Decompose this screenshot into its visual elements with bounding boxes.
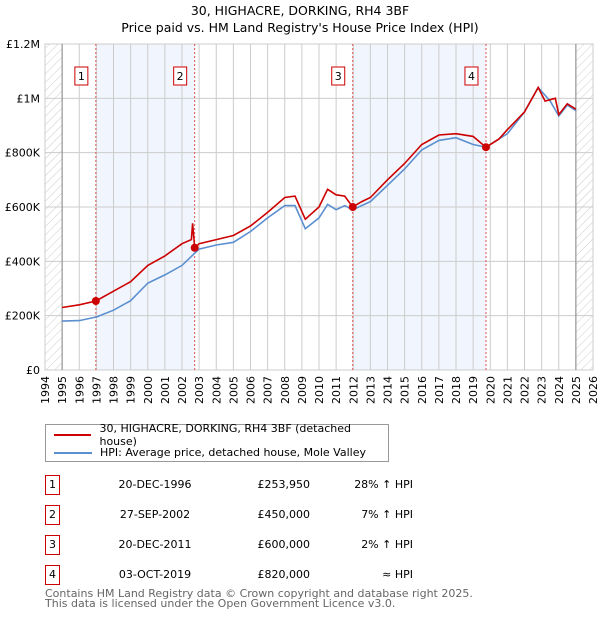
x-tick-label: 2023 (536, 376, 549, 404)
x-tick-label: 2009 (296, 376, 309, 404)
x-tick-label: 2007 (262, 376, 275, 404)
x-tick-label: 2004 (210, 376, 223, 404)
x-tick-label: 2025 (570, 376, 583, 404)
copyright-text: Contains HM Land Registry data © Crown c… (45, 587, 473, 600)
date: 03-OCT-2019 (118, 568, 192, 581)
date: 27-SEP-2002 (119, 508, 191, 521)
y-tick-label: £1.2M (6, 38, 40, 51)
marker-badge (173, 66, 188, 86)
x-tick-label: 2001 (159, 376, 172, 404)
legend-swatch-red (54, 433, 92, 436)
x-tick-label: 1997 (90, 376, 103, 404)
marker-label: 4 (468, 70, 475, 83)
legend-swatch-blue (54, 451, 92, 454)
hpi-line (62, 86, 577, 322)
x-tick-label: 1996 (73, 376, 86, 404)
x-tick-label: 2002 (176, 376, 189, 404)
date: 20-DEC-2011 (118, 538, 192, 551)
price-chart: 1 2 3 4 1994 1995 1996 1997 1998 1999 2000 2001 2002… (5, 38, 600, 404)
date: 20-DEC-1996 (118, 478, 192, 491)
x-tick-label: 2008 (279, 376, 292, 404)
chart-title: 30, HIGHACRE, DORKING, RH4 3BF Price pai… (0, 2, 600, 36)
x-tick-label: 1994 (39, 376, 52, 404)
y-tick-label: £0 (26, 364, 40, 377)
y-tick-label: £1M (17, 92, 41, 105)
marker-badge: 3 (45, 535, 60, 555)
marker-badge: 2 (45, 505, 60, 525)
price: £253,950 (257, 478, 311, 491)
sale-point (190, 243, 199, 252)
y-tick-label: £800K (5, 147, 41, 160)
marker-label: 2 (177, 70, 184, 83)
x-tick-label: 1998 (108, 376, 121, 404)
x-tick-label: 2003 (193, 376, 206, 404)
hpi-comparison: 28% ↑ HPI (354, 478, 413, 491)
hpi-comparison: ≈ HPI (382, 568, 413, 581)
x-tick-label: 2006 (245, 376, 258, 404)
y-tick-label: £600K (5, 201, 41, 214)
legend-item-hpi: HPI: Average price, detached house, Mole… (46, 444, 388, 461)
x-tick-label: 2014 (382, 376, 395, 404)
price: £450,000 (257, 508, 311, 521)
x-tick-label: 2016 (416, 376, 429, 404)
marker-badge: 4 (45, 565, 60, 585)
legend: 30, HIGHACRE, DORKING, RH4 3BF (detached… (45, 422, 389, 462)
x-tick-label: 2010 (313, 376, 326, 404)
x-tick-label: 2024 (553, 376, 566, 404)
marker-badge: 1 (45, 475, 60, 495)
price: £600,000 (257, 538, 311, 551)
sale-point (91, 297, 100, 306)
x-tick-label: 2021 (501, 376, 514, 404)
legend-label: HPI: Average price, detached house, Mole… (100, 446, 366, 459)
hpi-comparison: 2% ↑ HPI (361, 538, 413, 551)
x-tick-label: 2013 (364, 376, 377, 404)
subtitle: Price paid vs. HM Land Registry's House … (121, 20, 479, 35)
x-tick-label: 2005 (227, 376, 240, 404)
marker-badge (74, 66, 89, 86)
marker-label: 3 (335, 70, 342, 83)
marker-label: 1 (78, 70, 85, 83)
x-tick-label: 2019 (467, 376, 480, 404)
marker-badge (464, 66, 479, 86)
x-tick-label: 1995 (56, 376, 69, 404)
x-tick-label: 2012 (347, 376, 360, 404)
sale-point (348, 203, 357, 211)
y-tick-label: £200K (5, 310, 41, 323)
x-tick-label: 2018 (450, 376, 463, 404)
hpi-comparison: 7% ↑ HPI (361, 508, 413, 521)
property-line (61, 85, 577, 309)
title: 30, HIGHACRE, DORKING, RH4 3BF (190, 3, 410, 18)
price: £820,000 (257, 568, 311, 581)
x-tick-label: 2000 (142, 376, 155, 404)
footer: Contains HM Land Registry data © Crown c… (45, 587, 473, 610)
x-tick-label: 2011 (330, 376, 343, 404)
legend-label: 30, HIGHACRE, DORKING, RH4 3BF (detached… (99, 421, 352, 448)
x-tick-label: 2017 (433, 376, 446, 404)
x-tick-label: 2022 (519, 376, 532, 404)
x-tick-label: 2015 (399, 376, 412, 404)
y-tick-label: £400K (5, 255, 41, 268)
marker-badge (331, 66, 346, 86)
license-text: This data is licensed under the Open Gov… (45, 597, 396, 610)
x-tick-label: 2020 (484, 376, 497, 404)
x-tick-label: 2026 (587, 376, 600, 404)
sale-point (481, 143, 490, 152)
x-tick-label: 1999 (125, 376, 138, 404)
legend-item-property: 30, HIGHACRE, DORKING, RH4 3BF (detached… (46, 422, 388, 448)
